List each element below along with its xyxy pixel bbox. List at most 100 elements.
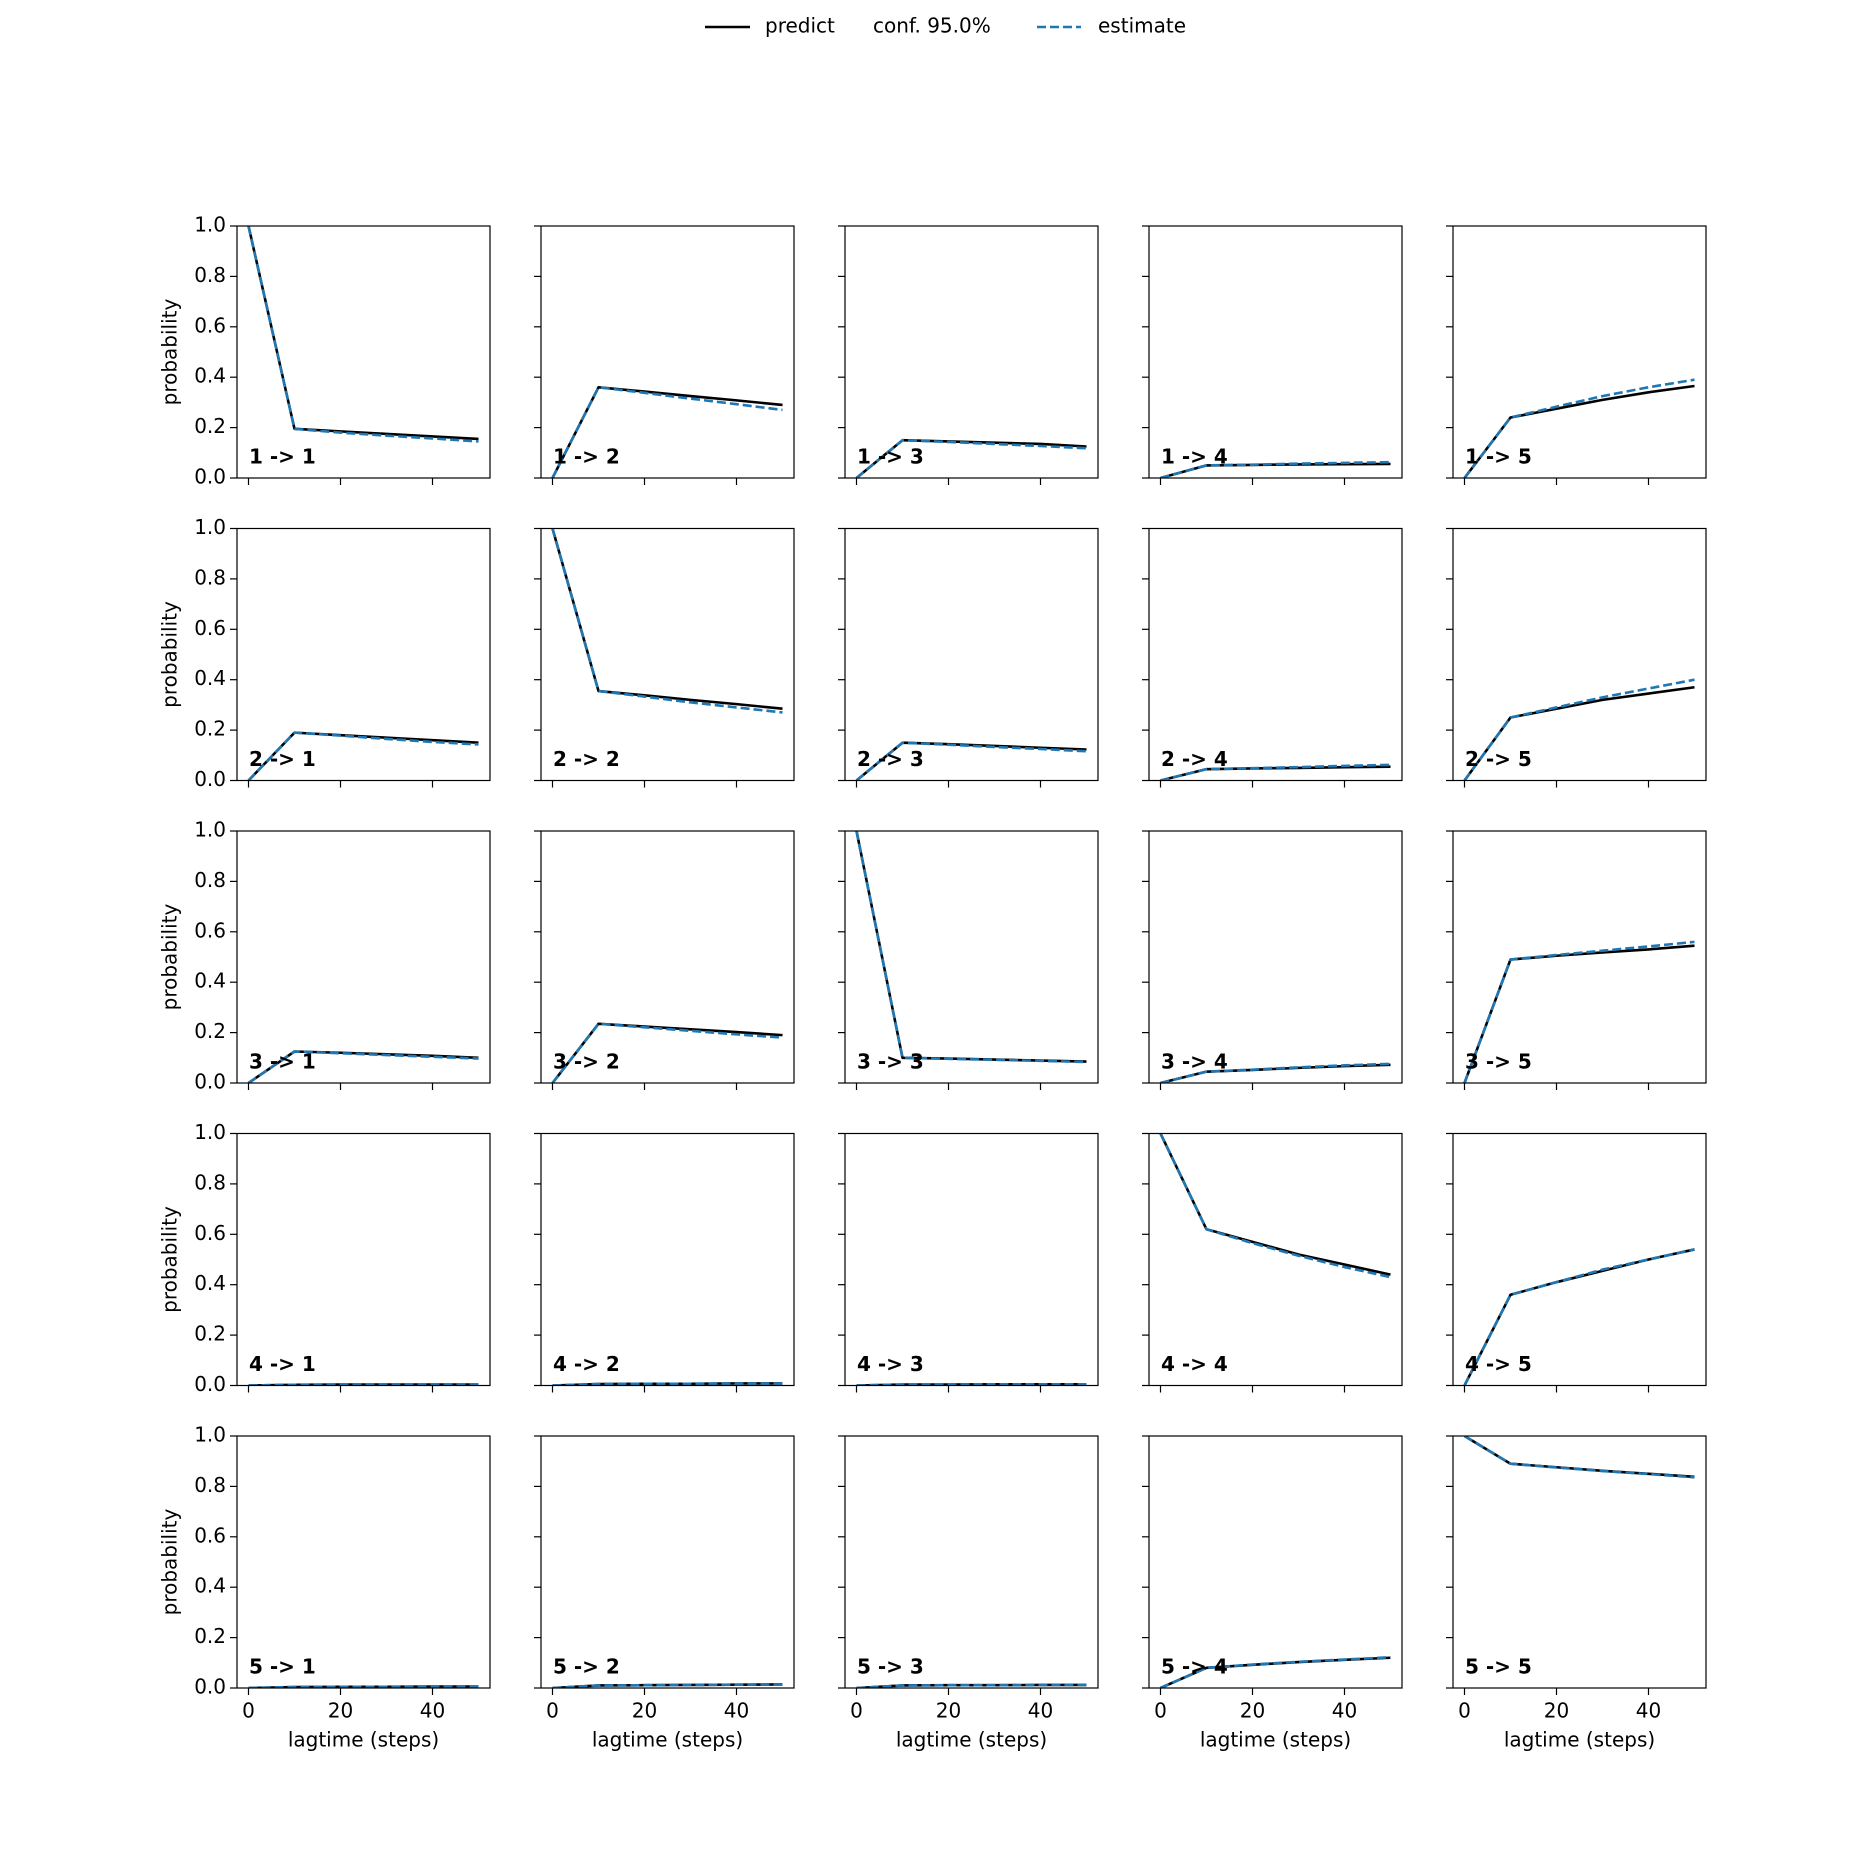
- subplot: 3 -> 5: [1446, 830, 1707, 1090]
- y-tick-label: 0.8: [194, 1170, 226, 1194]
- plot-area: [855, 741, 1087, 781]
- plot-area: [248, 1383, 479, 1386]
- y-tick-label: 0.4: [194, 666, 226, 690]
- x-axis-label: lagtime (steps): [896, 1728, 1047, 1752]
- panel-title: 4 -> 4: [1161, 1352, 1228, 1376]
- y-tick-label: 0.6: [194, 616, 226, 640]
- axes-frame: [540, 830, 795, 1084]
- series-line: [247, 226, 479, 443]
- series-line: [1160, 763, 1391, 781]
- y-tick-label: 0.8: [194, 868, 226, 892]
- y-tick-label: 1.0: [194, 1120, 226, 1144]
- plot-area: [1463, 1436, 1695, 1479]
- axes-frame: [540, 527, 795, 782]
- subplot: 1 -> 3: [838, 225, 1099, 485]
- series-line: [551, 1022, 783, 1083]
- plot-area: [551, 528, 783, 714]
- y-tick-label: 0.6: [194, 313, 226, 337]
- legend-conf-label: conf. 95.0%: [873, 14, 991, 38]
- x-axis-label: lagtime (steps): [592, 1728, 743, 1752]
- axes-frame: [1452, 225, 1707, 479]
- y-axis-label: probability: [158, 298, 182, 405]
- panel-title: 4 -> 1: [249, 1352, 316, 1376]
- subplot: 0.0 0.2 0.4 0.6 0.8 1.0 2 -> 1 probability: [158, 515, 491, 791]
- plot-area: [551, 385, 783, 478]
- series-line: [855, 438, 1087, 478]
- y-axis-label: probability: [158, 1206, 182, 1313]
- series-line: [552, 1382, 783, 1386]
- plot-area: [1463, 940, 1695, 1083]
- y-tick-label: 0.6: [194, 918, 226, 942]
- axes-frame: [1148, 225, 1403, 479]
- x-axis-label: lagtime (steps): [1200, 1728, 1351, 1752]
- plot-area: [552, 1683, 783, 1688]
- subplot: 2 -> 2: [534, 527, 795, 788]
- x-tick-label: 20: [632, 1699, 657, 1723]
- panel-title: 1 -> 2: [553, 445, 620, 469]
- subplot: 0 20 40 5 -> 3 lagtime (steps): [838, 1435, 1099, 1752]
- plot-area: [248, 1685, 479, 1688]
- y-tick-label: 0.0: [194, 767, 226, 791]
- axes-frame: [844, 830, 1099, 1084]
- panel-title: 5 -> 2: [553, 1655, 620, 1679]
- panel-title: 5 -> 4: [1161, 1655, 1228, 1679]
- axes-frame: [844, 527, 1099, 782]
- axes-frame: [236, 1132, 491, 1387]
- plot-area: [1160, 1062, 1391, 1083]
- plot-area: [247, 731, 479, 781]
- axes-frame: [1148, 1435, 1403, 1689]
- series-line: [248, 1383, 479, 1386]
- y-axis-label: probability: [158, 601, 182, 708]
- panel-title: 4 -> 2: [553, 1352, 620, 1376]
- subplot: 1 -> 5: [1446, 225, 1707, 485]
- series-line: [1160, 1062, 1391, 1083]
- subplot: 0.0 0.2 0.4 0.6 0.8 1.0 3 -> 1 probability: [158, 818, 491, 1094]
- subplot: 1 -> 2: [534, 225, 795, 485]
- series-line: [1463, 384, 1695, 478]
- series-line: [1463, 940, 1695, 1083]
- subplot: 0 20 40 5 -> 2 lagtime (steps): [534, 1435, 795, 1752]
- series-line: [1160, 460, 1391, 478]
- panel-title: 5 -> 3: [857, 1655, 924, 1679]
- subplot: 3 -> 3: [838, 830, 1099, 1090]
- axes-frame: [1148, 527, 1403, 782]
- y-tick-label: 0.4: [194, 364, 226, 388]
- panel-title: 3 -> 5: [1465, 1050, 1532, 1074]
- series-line: [248, 1685, 479, 1688]
- series-line: [856, 1683, 1087, 1688]
- plot-area: [551, 1022, 783, 1083]
- subplot: 0.0 0.2 0.4 0.6 0.8 1.0 1 -> 1 probability: [158, 213, 491, 489]
- series-line: [855, 741, 1087, 781]
- x-tick-label: 20: [1240, 1699, 1265, 1723]
- y-tick-label: 0.2: [194, 717, 226, 741]
- axes-frame: [1452, 1132, 1707, 1387]
- x-tick-label: 0: [1458, 1699, 1471, 1723]
- plot-area: [247, 226, 479, 443]
- axes-frame: [1148, 830, 1403, 1084]
- x-tick-label: 0: [1154, 1699, 1167, 1723]
- panel-title: 3 -> 1: [249, 1050, 316, 1074]
- y-tick-label: 0.0: [194, 465, 226, 489]
- series-line: [1463, 678, 1695, 781]
- series-line: [551, 528, 783, 710]
- y-tick-label: 1.0: [194, 818, 226, 842]
- axes-frame: [1452, 1435, 1707, 1689]
- subplot: 2 -> 4: [1142, 527, 1403, 788]
- plot-area: [856, 1683, 1087, 1688]
- panel-title: 5 -> 5: [1465, 1655, 1532, 1679]
- subplot: 3 -> 2: [534, 830, 795, 1090]
- y-tick-label: 0.8: [194, 1473, 226, 1497]
- subplot: 0.0 0.2 0.4 0.6 0.8 1.0 4 -> 1 probability: [158, 1120, 491, 1396]
- axes-frame: [236, 527, 491, 782]
- y-tick-label: 0.2: [194, 414, 226, 438]
- y-tick-label: 0.8: [194, 263, 226, 287]
- y-tick-label: 0.4: [194, 1574, 226, 1598]
- axes-frame: [540, 1132, 795, 1387]
- subplot: 4 -> 4: [1142, 1132, 1403, 1393]
- series-line: [552, 1683, 783, 1688]
- panel-title: 4 -> 5: [1465, 1352, 1532, 1376]
- plot-area: [1463, 1248, 1695, 1386]
- series-line: [551, 528, 783, 714]
